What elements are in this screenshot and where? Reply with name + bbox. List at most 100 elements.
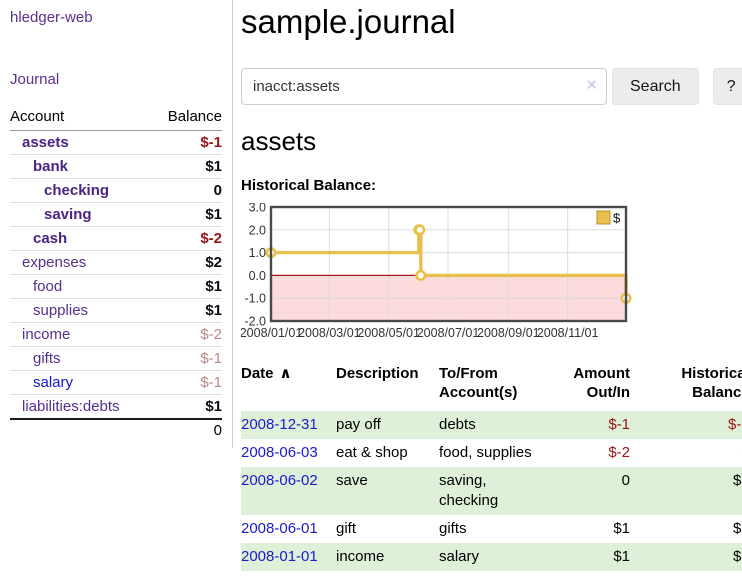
y-axis-tick-label: 2.0 xyxy=(249,223,266,237)
account-row: liabilities:debts $1 xyxy=(10,394,222,420)
historical-balance-chart: 3.0 2.0 1.0 0.0 -1.0 -2.02008/01/012008/03/01… xyxy=(241,203,632,340)
sidebar-account-link-gifts[interactable]: gifts xyxy=(33,350,61,367)
accounts-total-row: 0 xyxy=(10,418,222,441)
sidebar-account-link-cash[interactable]: cash xyxy=(33,230,68,247)
x-axis-tick-label: 2008/11/01 xyxy=(537,326,599,340)
register-row: 2008-06-03 eat & shop food, supplies $-20 xyxy=(241,439,742,467)
x-axis-tick-label: 2008/05/01 xyxy=(357,326,420,340)
transaction-date-link[interactable]: 2008-01-01 xyxy=(241,548,318,565)
sidebar-account-link-assets[interactable]: assets xyxy=(22,134,69,151)
sidebar: hledger-web Journal Account Balance asse… xyxy=(0,0,233,448)
balance-column-header: Historical Balance xyxy=(681,365,742,401)
y-axis-tick-label: 0.0 xyxy=(249,269,266,283)
account-row: expenses $2 xyxy=(10,250,222,275)
accounts-table-header: Account Balance xyxy=(10,105,222,131)
transaction-description: eat & shop xyxy=(336,444,408,461)
transaction-accounts: debts xyxy=(439,416,476,433)
sidebar-account-link-expenses[interactable]: expenses xyxy=(22,254,87,271)
account-row: assets $-1 xyxy=(10,130,222,155)
transaction-amount: $1 xyxy=(613,520,630,537)
x-axis-tick-label: 2008/07/01 xyxy=(417,326,480,340)
page-title: sample.journal xyxy=(241,3,456,40)
sidebar-account-link-saving[interactable]: saving xyxy=(44,206,92,223)
transaction-accounts: food, supplies xyxy=(439,444,532,461)
account-column-header: Account xyxy=(10,105,152,131)
transaction-amount: $-2 xyxy=(608,444,630,461)
account-balance: $1 xyxy=(151,154,222,179)
x-axis-tick-label: 2008/03/01 xyxy=(298,326,361,340)
help-button[interactable]: ? xyxy=(712,68,742,105)
transaction-description: gift xyxy=(336,520,357,537)
register-table: Date ∧ Description To/From Account(s) Amo… xyxy=(241,362,742,571)
main-content: sample.journal ✕ Search ? assets Histori… xyxy=(233,0,742,571)
account-row: income $-2 xyxy=(10,322,222,347)
transaction-balance: 0 xyxy=(630,439,742,467)
balance-column-header: Balance xyxy=(151,105,222,131)
transaction-amount: $1 xyxy=(613,548,630,565)
description-column-header: Description xyxy=(336,365,419,382)
account-balance: $1 xyxy=(151,202,222,227)
transaction-accounts: salary xyxy=(439,548,480,565)
transaction-date-link[interactable]: 2008-06-02 xyxy=(241,472,318,489)
plot-border xyxy=(269,205,628,323)
amount-column-header: Amount Out/In xyxy=(573,365,630,401)
legend-swatch xyxy=(596,210,611,225)
account-balance: $2 xyxy=(151,250,222,275)
y-axis-tick-label: -1.0 xyxy=(244,292,266,306)
account-row: gifts $-1 xyxy=(10,346,222,371)
account-balance: $1 xyxy=(151,298,222,323)
transaction-amount: $-1 xyxy=(608,416,630,433)
data-point-marker xyxy=(415,269,427,281)
app-title-link[interactable]: hledger-web xyxy=(10,9,93,26)
account-row: cash $-2 xyxy=(10,226,222,251)
search-bar: ✕ Search ? xyxy=(241,68,742,105)
accounts-column-header: To/From Account(s) xyxy=(439,365,518,401)
transaction-balance: $2 xyxy=(733,520,742,537)
sidebar-account-link-income[interactable]: income xyxy=(22,326,71,343)
account-balance: 0 xyxy=(151,178,222,203)
x-axis-tick-label: 2008/01/01 xyxy=(241,326,302,340)
account-balance: $1 xyxy=(151,274,222,299)
chart-title: Historical Balance: xyxy=(241,177,377,194)
transaction-date-link[interactable]: 2008-12-31 xyxy=(241,416,318,433)
register-row: 2008-06-01 gift gifts $1 $2 xyxy=(241,515,742,543)
register-row: 2008-01-01 income salary $1 $1 xyxy=(241,543,742,571)
transaction-description: pay off xyxy=(336,416,381,433)
register-row: 2008-06-02 save saving, checking 0 $2 xyxy=(241,467,742,515)
clear-search-icon[interactable]: ✕ xyxy=(585,77,598,94)
sidebar-account-link-food[interactable]: food xyxy=(33,278,63,295)
search-button[interactable]: Search xyxy=(612,68,699,105)
account-row: bank $1 xyxy=(10,154,222,179)
register-row: 2008-12-31 pay off debts $-1 $-1 xyxy=(241,411,742,439)
transaction-balance: $2 xyxy=(733,472,742,489)
transaction-accounts: saving, checking xyxy=(439,472,499,509)
search-input-wrapper: ✕ xyxy=(241,68,607,105)
sidebar-account-link-bank[interactable]: bank xyxy=(33,158,69,175)
date-column-header[interactable]: Date ∧ xyxy=(241,365,292,382)
sidebar-account-link-checking[interactable]: checking xyxy=(44,182,110,199)
account-heading: assets xyxy=(241,126,317,156)
transaction-date-link[interactable]: 2008-06-03 xyxy=(241,444,318,461)
account-balance: $-2 xyxy=(151,322,222,347)
transaction-description: save xyxy=(336,472,368,489)
transaction-accounts: gifts xyxy=(439,520,467,537)
account-balance: $-1 xyxy=(151,346,222,371)
sidebar-account-link-liabilities-debts[interactable]: liabilities:debts xyxy=(22,398,120,415)
y-axis-tick-label: 1.0 xyxy=(249,246,266,260)
accounts-table: Account Balance assets $-1 bank $1 checking 0… xyxy=(10,105,222,441)
sidebar-account-link-supplies[interactable]: supplies xyxy=(33,302,89,319)
accounts-total-balance: 0 xyxy=(151,418,222,441)
register-header-row: Date ∧ Description To/From Account(s) Amo… xyxy=(241,362,742,411)
transaction-amount: 0 xyxy=(621,472,630,489)
y-axis-tick-label: 3.0 xyxy=(249,203,266,215)
transaction-date-link[interactable]: 2008-06-01 xyxy=(241,520,318,537)
sidebar-account-link-salary[interactable]: salary xyxy=(33,374,74,391)
nav-journal-link[interactable]: Journal xyxy=(10,71,60,88)
search-input[interactable] xyxy=(241,68,607,105)
account-row: supplies $1 xyxy=(10,298,222,323)
x-axis-tick-label: 2008/09/01 xyxy=(477,326,540,340)
account-balance: $-1 xyxy=(151,130,222,155)
account-row: food $1 xyxy=(10,274,222,299)
account-row: saving $1 xyxy=(10,202,222,227)
